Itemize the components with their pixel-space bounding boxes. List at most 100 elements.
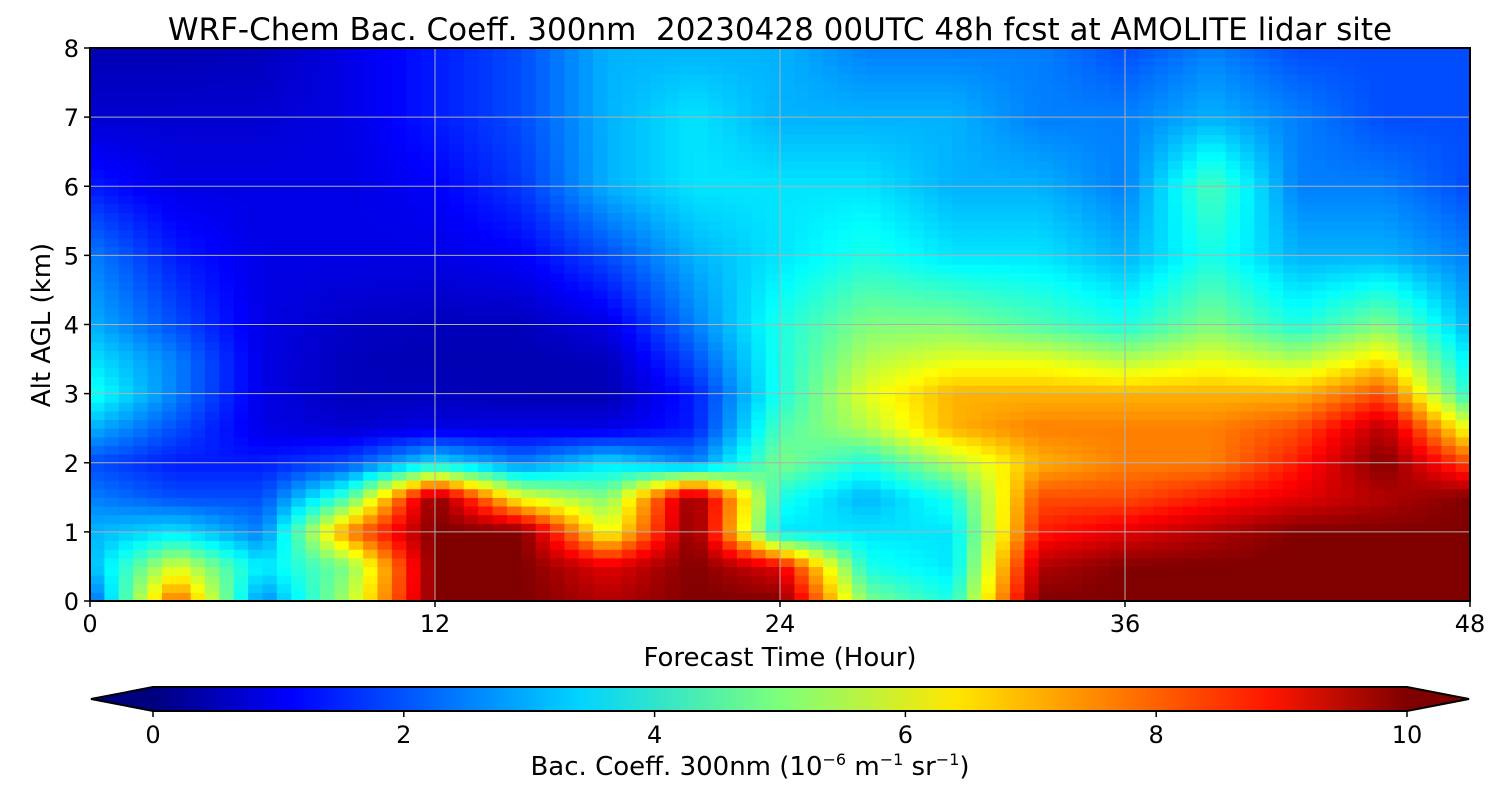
heat-cell — [521, 307, 537, 317]
heat-cell — [219, 359, 235, 369]
heat-cell — [880, 341, 896, 352]
heat-cell — [90, 540, 105, 550]
heat-cell — [1139, 428, 1155, 438]
heat-cell — [1455, 238, 1470, 248]
heat-cell — [291, 359, 307, 369]
heat-cell — [693, 341, 709, 352]
heat-cell — [190, 367, 206, 377]
heat-cell — [679, 238, 695, 248]
heat-cell — [1326, 549, 1342, 559]
heat-cell — [1398, 531, 1414, 542]
heat-cell — [665, 454, 680, 464]
heat-cell — [118, 376, 134, 386]
heat-cell — [837, 298, 853, 308]
heat-cell — [1225, 376, 1241, 386]
heat-cell — [765, 255, 781, 265]
heat-cell — [1297, 514, 1313, 524]
heat-cell — [1096, 488, 1112, 498]
heat-cell — [1139, 203, 1155, 213]
heat-cell — [291, 186, 307, 196]
heat-cell — [995, 315, 1011, 326]
heat-cell — [564, 315, 580, 326]
heat-cell — [837, 238, 853, 248]
heat-cell — [1426, 523, 1442, 533]
heat-cell — [693, 203, 709, 213]
heat-cell — [521, 419, 537, 429]
heat-cell — [176, 402, 192, 412]
heat-cell — [1412, 480, 1428, 490]
heat-cell — [1010, 367, 1025, 377]
heat-cell — [1211, 359, 1227, 369]
heat-cell — [808, 575, 824, 585]
heat-cell — [981, 367, 997, 377]
heat-cell — [837, 575, 853, 585]
heat-cell — [1412, 566, 1428, 576]
heat-cell — [449, 523, 465, 533]
heat-cell — [1311, 428, 1327, 438]
heat-cell — [535, 488, 551, 498]
heat-cell — [535, 410, 551, 421]
heat-cell — [938, 592, 954, 601]
heat-cell — [291, 350, 307, 360]
heat-cell — [636, 194, 652, 205]
heat-cell — [636, 471, 652, 481]
heat-cell — [506, 488, 522, 498]
heat-cell — [90, 566, 105, 576]
heat-cell — [909, 428, 925, 438]
heat-cell — [550, 419, 565, 429]
heat-cell — [147, 376, 163, 386]
heat-cell — [1268, 333, 1284, 343]
heat-cell — [1010, 220, 1025, 231]
heat-cell — [1254, 575, 1270, 585]
heat-cell — [1297, 488, 1313, 498]
heat-cell — [1053, 505, 1069, 516]
heat-cell — [550, 315, 565, 326]
heat-cell — [1340, 359, 1356, 369]
heat-cell — [492, 194, 508, 205]
heat-cell — [1355, 505, 1370, 516]
heat-cell — [550, 264, 565, 274]
heat-cell — [1196, 549, 1212, 559]
heat-cell — [521, 203, 537, 213]
heat-cell — [679, 531, 695, 542]
heat-cell — [722, 497, 738, 507]
heat-cell — [521, 514, 537, 524]
heat-cell — [205, 497, 220, 507]
heat-cell — [118, 488, 134, 498]
heat-cell — [161, 531, 177, 542]
heat-cell — [1024, 384, 1040, 395]
heat-cell — [1383, 307, 1399, 317]
heat-cell — [176, 445, 192, 455]
heat-cell — [248, 272, 264, 282]
heat-cell — [823, 359, 839, 369]
heat-cell — [276, 480, 292, 490]
heat-cell — [1081, 281, 1097, 291]
heat-cell — [837, 315, 853, 326]
heat-cell — [751, 194, 767, 205]
heat-cell — [1383, 436, 1399, 447]
heat-cell — [708, 566, 724, 576]
heat-cell — [564, 341, 580, 352]
heat-cell — [938, 376, 954, 386]
heat-cell — [751, 531, 767, 542]
heat-cell — [564, 480, 580, 490]
heat-cell — [751, 505, 767, 516]
heat-cell — [693, 583, 709, 593]
heat-cell — [90, 341, 105, 352]
heat-cell — [765, 212, 781, 222]
heat-cell — [348, 168, 364, 179]
heat-cell — [161, 557, 177, 568]
heat-cell — [693, 445, 709, 455]
heat-cell — [765, 229, 781, 239]
heat-cell — [363, 523, 379, 533]
heat-cell — [765, 445, 781, 455]
heat-cell — [334, 393, 350, 403]
heat-cell — [1398, 410, 1414, 421]
heat-cell — [607, 194, 623, 205]
heat-cell — [736, 186, 752, 196]
heat-cell — [90, 393, 105, 403]
heat-cell — [463, 497, 479, 507]
heat-cell — [765, 272, 781, 282]
heat-cell — [1153, 246, 1169, 256]
heat-cell — [621, 246, 637, 256]
